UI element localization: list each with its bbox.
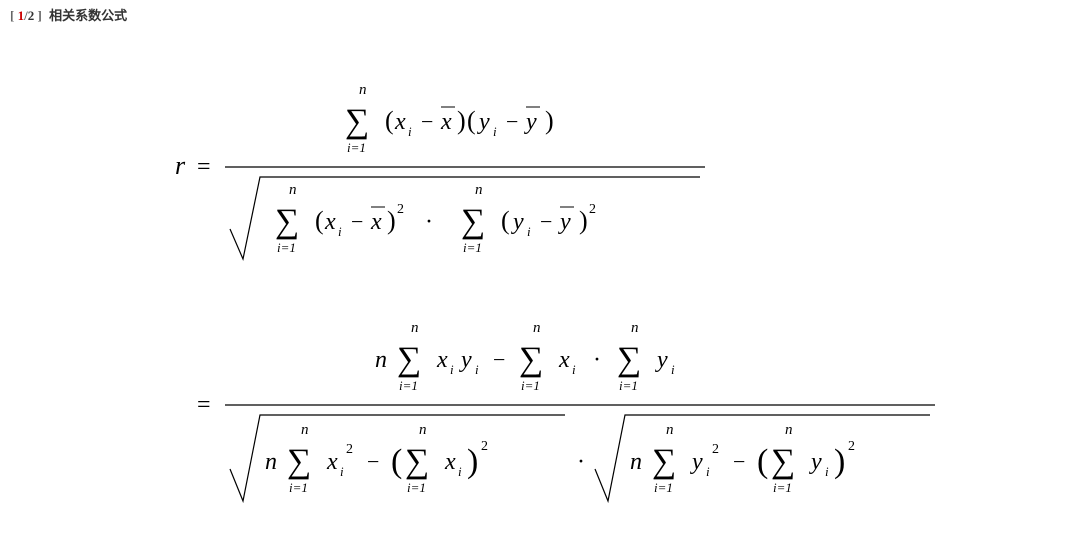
numerator-1: n i=1 ( x i − x ) ( y i − y ) bbox=[345, 82, 554, 155]
svg-text:i=1: i=1 bbox=[773, 480, 792, 495]
svg-text:y: y bbox=[511, 209, 524, 235]
svg-text:y: y bbox=[690, 449, 703, 475]
svg-text:2: 2 bbox=[481, 439, 488, 454]
svg-text:): ) bbox=[457, 106, 466, 135]
svg-text:2: 2 bbox=[589, 202, 596, 217]
svg-text:n: n bbox=[631, 320, 639, 336]
svg-text:x: x bbox=[370, 209, 382, 235]
equals-1: = bbox=[197, 154, 211, 180]
svg-text:−: − bbox=[351, 209, 363, 234]
svg-text:2: 2 bbox=[346, 442, 353, 457]
svg-text:(: ( bbox=[391, 443, 402, 480]
svg-text:y: y bbox=[655, 347, 668, 373]
svg-text:n: n bbox=[265, 449, 277, 475]
svg-text:−: − bbox=[540, 209, 552, 234]
svg-text:·: · bbox=[593, 347, 601, 373]
svg-text:(: ( bbox=[467, 106, 476, 135]
bracket-open: [ bbox=[10, 8, 14, 23]
svg-text:n: n bbox=[301, 422, 309, 438]
svg-text:y: y bbox=[524, 109, 537, 135]
svg-text:i: i bbox=[671, 362, 675, 377]
svg-text:2: 2 bbox=[848, 439, 855, 454]
svg-text:·: · bbox=[577, 449, 585, 475]
svg-text:n: n bbox=[666, 422, 674, 438]
svg-text:x: x bbox=[444, 449, 456, 475]
svg-text:y: y bbox=[477, 109, 490, 135]
svg-text:i=1: i=1 bbox=[347, 140, 366, 155]
svg-text:2: 2 bbox=[712, 442, 719, 457]
svg-text:n: n bbox=[289, 182, 297, 198]
numerator-2: n n i=1 x i y i − n i=1 x i · n i=1 y i bbox=[375, 320, 675, 393]
denominator-2: n n i=1 x i 2 − ( n i=1 x i ) 2 · n n i=… bbox=[230, 415, 930, 501]
svg-text:n: n bbox=[785, 422, 793, 438]
page-total: 2 bbox=[28, 8, 35, 23]
svg-text:): ) bbox=[834, 443, 845, 480]
bracket-close: ] bbox=[37, 8, 41, 23]
svg-text:i=1: i=1 bbox=[619, 378, 638, 393]
svg-text:x: x bbox=[394, 109, 406, 135]
svg-text:−: − bbox=[493, 347, 505, 372]
svg-text:i: i bbox=[527, 224, 531, 239]
svg-text:−: − bbox=[421, 109, 433, 134]
svg-text:i: i bbox=[458, 464, 462, 479]
svg-text:): ) bbox=[387, 206, 396, 235]
formula-container: ∑ r = n i=1 ( x i − x ) ( y i − y ) n i=… bbox=[10, 54, 1080, 534]
svg-text:i=1: i=1 bbox=[399, 378, 418, 393]
svg-text:(: ( bbox=[501, 206, 510, 235]
svg-text:(: ( bbox=[315, 206, 324, 235]
svg-text:i=1: i=1 bbox=[289, 480, 308, 495]
denominator-1: n i=1 ( x i − x ) 2 · n i=1 ( y i − y ) … bbox=[230, 177, 700, 259]
correlation-formula: ∑ r = n i=1 ( x i − x ) ( y i − y ) n i=… bbox=[135, 54, 955, 534]
svg-text:i: i bbox=[475, 362, 479, 377]
svg-text:n: n bbox=[375, 347, 387, 373]
svg-text:): ) bbox=[545, 106, 554, 135]
svg-text:x: x bbox=[326, 449, 338, 475]
svg-text:n: n bbox=[630, 449, 642, 475]
page-title: 相关系数公式 bbox=[49, 8, 127, 23]
svg-text:i=1: i=1 bbox=[277, 240, 296, 255]
equals-2: = bbox=[197, 392, 211, 418]
svg-text:x: x bbox=[558, 347, 570, 373]
svg-text:·: · bbox=[425, 209, 433, 235]
svg-text:i=1: i=1 bbox=[463, 240, 482, 255]
svg-text:n: n bbox=[419, 422, 427, 438]
svg-text:x: x bbox=[440, 109, 452, 135]
svg-text:x: x bbox=[436, 347, 448, 373]
svg-text:): ) bbox=[467, 443, 478, 480]
svg-text:n: n bbox=[533, 320, 541, 336]
svg-text:x: x bbox=[324, 209, 336, 235]
svg-text:i: i bbox=[340, 464, 344, 479]
svg-text:i=1: i=1 bbox=[521, 378, 540, 393]
svg-text:n: n bbox=[411, 320, 419, 336]
svg-text:y: y bbox=[809, 449, 822, 475]
svg-text:): ) bbox=[579, 206, 588, 235]
svg-text:2: 2 bbox=[397, 202, 404, 217]
svg-text:i: i bbox=[706, 464, 710, 479]
lhs-r: r bbox=[175, 151, 186, 180]
svg-text:n: n bbox=[475, 182, 483, 198]
svg-text:(: ( bbox=[385, 106, 394, 135]
svg-text:y: y bbox=[558, 209, 571, 235]
svg-text:−: − bbox=[367, 449, 379, 474]
page-header: [ 1/2 ] 相关系数公式 bbox=[10, 5, 1080, 24]
svg-text:i: i bbox=[493, 124, 497, 139]
svg-text:(: ( bbox=[757, 443, 768, 480]
svg-text:y: y bbox=[459, 347, 472, 373]
svg-text:i: i bbox=[825, 464, 829, 479]
svg-text:−: − bbox=[733, 449, 745, 474]
svg-text:−: − bbox=[506, 109, 518, 134]
svg-text:i=1: i=1 bbox=[407, 480, 426, 495]
svg-text:i: i bbox=[450, 362, 454, 377]
svg-text:i: i bbox=[572, 362, 576, 377]
svg-text:i=1: i=1 bbox=[654, 480, 673, 495]
svg-text:i: i bbox=[408, 124, 412, 139]
svg-text:n: n bbox=[359, 82, 367, 98]
svg-text:i: i bbox=[338, 224, 342, 239]
